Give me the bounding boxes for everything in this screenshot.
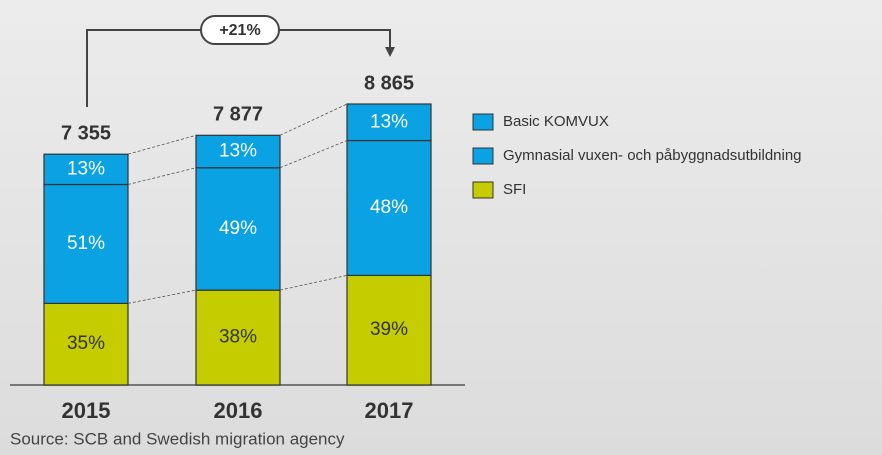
connector <box>279 275 348 291</box>
connector <box>279 140 348 169</box>
total-label: 7 877 <box>213 104 263 126</box>
x-tick-label: 2015 <box>62 398 111 423</box>
segment-label: 39% <box>370 319 408 340</box>
total-label: 7 355 <box>61 122 111 144</box>
connector <box>127 289 197 304</box>
connector <box>127 134 197 155</box>
bar-segment <box>195 134 281 169</box>
bar-segment <box>346 139 432 277</box>
bar-segment <box>43 183 129 305</box>
source: Source: SCB and Swedish migration agency <box>10 429 345 448</box>
segment-label: 35% <box>67 333 105 354</box>
annotation-pill <box>200 15 280 45</box>
bar-segment <box>43 153 129 186</box>
x-tick-label: 2017 <box>365 398 414 423</box>
segment-label: 48% <box>370 197 408 218</box>
legend-label: Gymnasial vuxen- och påbyggnadsutbildnin… <box>503 147 802 164</box>
bar-segment <box>43 302 129 386</box>
segment-label: 13% <box>370 111 408 132</box>
legend-label: SFI <box>503 181 526 198</box>
segment-label: 13% <box>67 158 105 179</box>
segment-label: 49% <box>219 218 257 239</box>
annotation: +21% <box>219 22 260 39</box>
legend-label: Basic KOMVUX <box>503 113 609 130</box>
legend-swatch <box>472 147 494 165</box>
connector <box>279 103 348 136</box>
legend-swatch <box>472 181 494 199</box>
total-label: 8 865 <box>364 72 414 94</box>
segment-label: 38% <box>219 327 257 348</box>
connector <box>127 167 197 185</box>
segment-label: 51% <box>67 233 105 254</box>
x-tick-label: 2016 <box>214 398 263 423</box>
legend-swatch <box>472 113 494 131</box>
bar-segment <box>346 103 432 142</box>
bar-segment <box>346 274 432 386</box>
segment-label: 13% <box>219 141 257 162</box>
